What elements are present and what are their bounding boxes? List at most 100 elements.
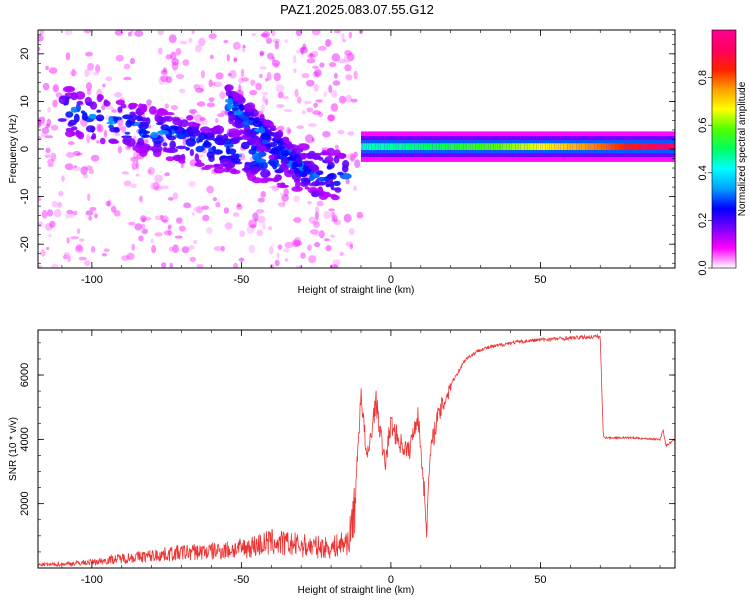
spectrogram-speckle — [309, 229, 319, 235]
spectrogram-branch-cell — [337, 171, 344, 176]
spectrogram-speckle — [220, 110, 229, 115]
spectrogram-branch-cell — [65, 111, 74, 118]
spectrogram-speckle — [80, 166, 88, 175]
spectrogram-speckle — [284, 258, 289, 262]
spectrogram-speckle — [300, 252, 306, 259]
spectrogram-carrier-cell — [649, 143, 653, 150]
spectrogram-carrier-cell — [569, 143, 572, 150]
spectrogram-speckle — [45, 65, 49, 71]
spectrogram-branch-cell — [232, 102, 240, 107]
spectrogram-speckle — [53, 208, 62, 218]
spectrogram-speckle — [102, 83, 106, 88]
spectrogram-branch-cell — [291, 161, 298, 170]
figure-title: PAZ1.2025.083.07.55.G12 — [280, 2, 434, 17]
spectrogram-speckle — [303, 100, 312, 105]
spectrogram-branch-cell — [70, 131, 76, 137]
spectrogram-branch-cell — [140, 145, 150, 154]
spectrogram-carrier-cell — [463, 143, 466, 150]
spectrogram-speckle — [50, 152, 57, 162]
spectrogram-carrier-cell — [448, 143, 452, 150]
spectrogram-speckle — [160, 75, 169, 83]
spectrogram-carrier-cell — [504, 143, 507, 150]
spectrogram-branch-cell — [80, 110, 86, 114]
spectrogram-speckle — [349, 243, 353, 250]
spectrogram-speckle — [86, 134, 91, 144]
spectrogram-carrier-cell — [441, 143, 444, 150]
spectrogram-carrier-cell — [375, 143, 378, 150]
colorbar-ticks: 0.0 0.2 0.4 0.6 0.8 — [697, 70, 712, 276]
spectrogram-branch-cell — [121, 135, 133, 139]
spectrogram-speckle — [105, 200, 111, 207]
spectrogram-branch-cell — [150, 131, 159, 139]
spectrogram-speckle — [157, 47, 163, 55]
spectrogram-carrier-cell — [527, 143, 531, 150]
spectrogram-speckle — [114, 92, 123, 98]
spectrogram-carrier-cell — [481, 143, 484, 150]
spectrogram-carrier-cell — [579, 143, 583, 150]
spectrogram-speckle — [348, 31, 353, 39]
spectrogram-speckle — [154, 185, 163, 191]
spectrogram-speckle — [113, 132, 121, 137]
spectrogram-branch-cell — [281, 149, 290, 157]
spectrogram-speckle — [159, 214, 164, 221]
spectrogram-branch-cell — [187, 127, 194, 136]
spectrogram-branch-cell — [234, 153, 240, 159]
spectrogram-branch-cell — [303, 160, 310, 164]
spectrogram-speckle — [211, 81, 216, 86]
spectrogram-speckle — [130, 30, 134, 33]
spectrogram-speckle — [94, 213, 98, 219]
spectrogram-carrier-cell — [662, 143, 665, 150]
spectrogram-speckle — [121, 171, 130, 175]
spectrogram-carrier-cell — [468, 143, 471, 150]
spectrogram-carrier-cell — [377, 143, 380, 150]
spectrogram-carrier-cell — [553, 143, 556, 150]
spectrogram-carrier-cell — [393, 143, 396, 150]
spectrogram-carrier-cell — [452, 143, 455, 150]
spectrogram-speckle — [246, 226, 255, 234]
spectrogram-branch-cell — [248, 130, 257, 138]
spectrogram-speckle — [67, 141, 75, 146]
spectrogram-branch-cell — [217, 140, 227, 146]
spectrogram-speckle — [154, 232, 163, 237]
spectrogram-branch-cell — [266, 146, 272, 150]
spectrogram-carrier-cell — [443, 143, 446, 150]
spectrogram-speckle — [232, 41, 241, 51]
spectrogram-branch-cell — [162, 142, 168, 147]
spectrogram-speckle — [314, 211, 319, 221]
spectrogram-branch-cell — [122, 137, 127, 144]
spectrogram-carrier-cell — [518, 143, 522, 150]
spectrogram-speckle — [273, 72, 281, 82]
spectrogram-branch-cell — [291, 186, 303, 192]
spectrogram-speckle — [170, 51, 177, 60]
snr-panel: -100 -50 0 50 2000 4000 6000 Height of straig… — [8, 329, 676, 596]
spectrogram-carrier-cell — [427, 143, 430, 150]
spectrogram-speckle — [188, 37, 193, 44]
spectrogram-speckle — [208, 97, 215, 102]
spectrogram-speckle — [307, 53, 316, 59]
spectrogram-speckle — [342, 39, 347, 43]
spectrogram-speckle — [164, 172, 170, 177]
spectrogram-carrier-cell — [588, 143, 592, 150]
spectrogram-speckle — [328, 208, 335, 212]
spectrogram-branch-cell — [290, 150, 297, 157]
snr-y-ticks: 2000 4000 6000 — [19, 342, 675, 569]
spectrogram-branch-cell — [276, 138, 284, 146]
spectrogram-speckle — [220, 245, 225, 252]
spectrogram-speckle — [163, 230, 173, 236]
spectrogram-speckle — [167, 226, 172, 236]
spectrogram-branch-cell — [248, 148, 257, 155]
spectrogram-carrier-cell — [617, 143, 620, 150]
spectrogram-branch-cell — [229, 169, 241, 175]
spectrogram-branch-cell — [309, 175, 316, 180]
spectrogram-branch-cell — [202, 141, 212, 148]
spectrogram-branch-cell — [300, 177, 310, 183]
spectrogram-speckle — [330, 89, 338, 98]
spectrogram-speckle — [38, 119, 42, 128]
spectrogram-speckle — [252, 212, 259, 221]
spectrogram-speckle — [123, 76, 132, 81]
spectrogram-speckle — [134, 223, 143, 231]
spectrogram-speckle — [193, 207, 201, 212]
spectrogram-speckle — [266, 71, 272, 81]
spectrogram-carrier-cell — [490, 143, 493, 150]
spectrogram-speckle — [47, 209, 54, 217]
